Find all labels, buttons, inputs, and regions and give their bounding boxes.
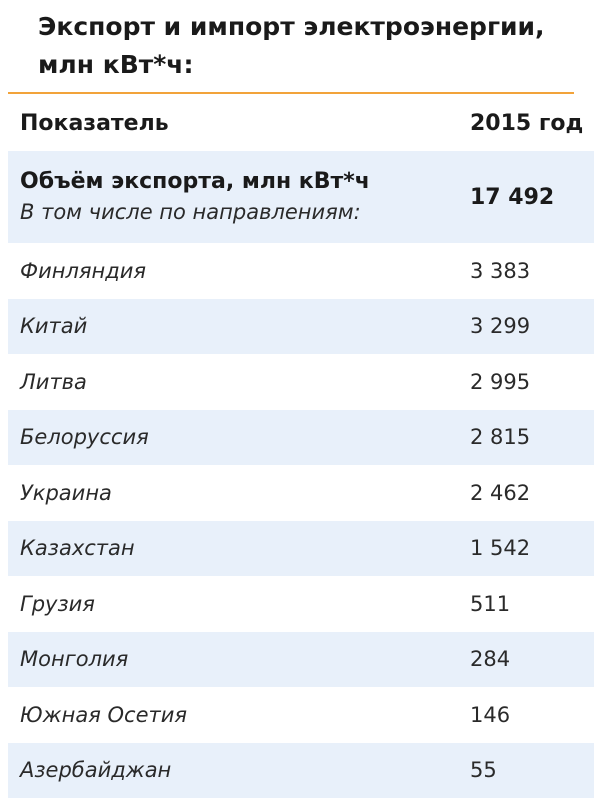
country-name: Грузия xyxy=(20,591,95,616)
country-value: 284 xyxy=(470,647,511,672)
country-name: Монголия xyxy=(20,647,129,672)
country-name: Казахстан xyxy=(20,536,135,561)
total-export-row: Объём экспорта, млн кВт*ч В том числе по… xyxy=(8,151,594,243)
country-value: 2 815 xyxy=(470,425,531,450)
table-row: Южная Осетия 146 xyxy=(8,687,594,743)
country-value: 2 462 xyxy=(470,480,531,505)
column-header-indicator: Показатель xyxy=(20,111,169,136)
export-table: Показатель 2015 год Объём экспорта, млн … xyxy=(8,96,594,798)
total-export-value: 17 492 xyxy=(470,184,555,210)
country-value: 511 xyxy=(470,591,511,616)
country-name: Китай xyxy=(20,314,88,339)
country-name: Финляндия xyxy=(20,258,147,283)
country-name: Белоруссия xyxy=(20,425,149,450)
table-row: Китай 3 299 xyxy=(8,298,594,354)
country-value: 2 995 xyxy=(470,369,531,394)
country-name: Азербайджан xyxy=(20,758,172,783)
country-value: 55 xyxy=(470,758,497,783)
column-header-year: 2015 год xyxy=(470,111,584,136)
table-row: Литва 2 995 xyxy=(8,354,594,410)
table-row: Казахстан 1 542 xyxy=(8,520,594,576)
country-value: 146 xyxy=(470,702,511,727)
table-header-row: Показатель 2015 год xyxy=(8,96,594,151)
table-row: Азербайджан 55 xyxy=(8,742,594,798)
table-row: Монголия 284 xyxy=(8,631,594,687)
table-row: Грузия 511 xyxy=(8,576,594,632)
table-row: Украина 2 462 xyxy=(8,465,594,521)
table-row: Белоруссия 2 815 xyxy=(8,409,594,465)
total-export-label: Объём экспорта, млн кВт*ч xyxy=(20,169,370,194)
country-value: 3 299 xyxy=(470,314,531,339)
table-row: Финляндия 3 383 xyxy=(8,243,594,299)
total-label-cell: Объём экспорта, млн кВт*ч В том числе по… xyxy=(8,151,460,243)
total-export-sublabel: В том числе по направлениям: xyxy=(20,200,361,224)
country-name: Литва xyxy=(20,369,87,394)
country-value: 1 542 xyxy=(470,536,531,561)
country-value: 3 383 xyxy=(470,258,531,283)
title-divider xyxy=(8,92,574,94)
country-name: Южная Осетия xyxy=(20,702,188,727)
page-title: Экспорт и импорт электроэнергии, млн кВт… xyxy=(38,12,545,79)
country-name: Украина xyxy=(20,480,112,505)
